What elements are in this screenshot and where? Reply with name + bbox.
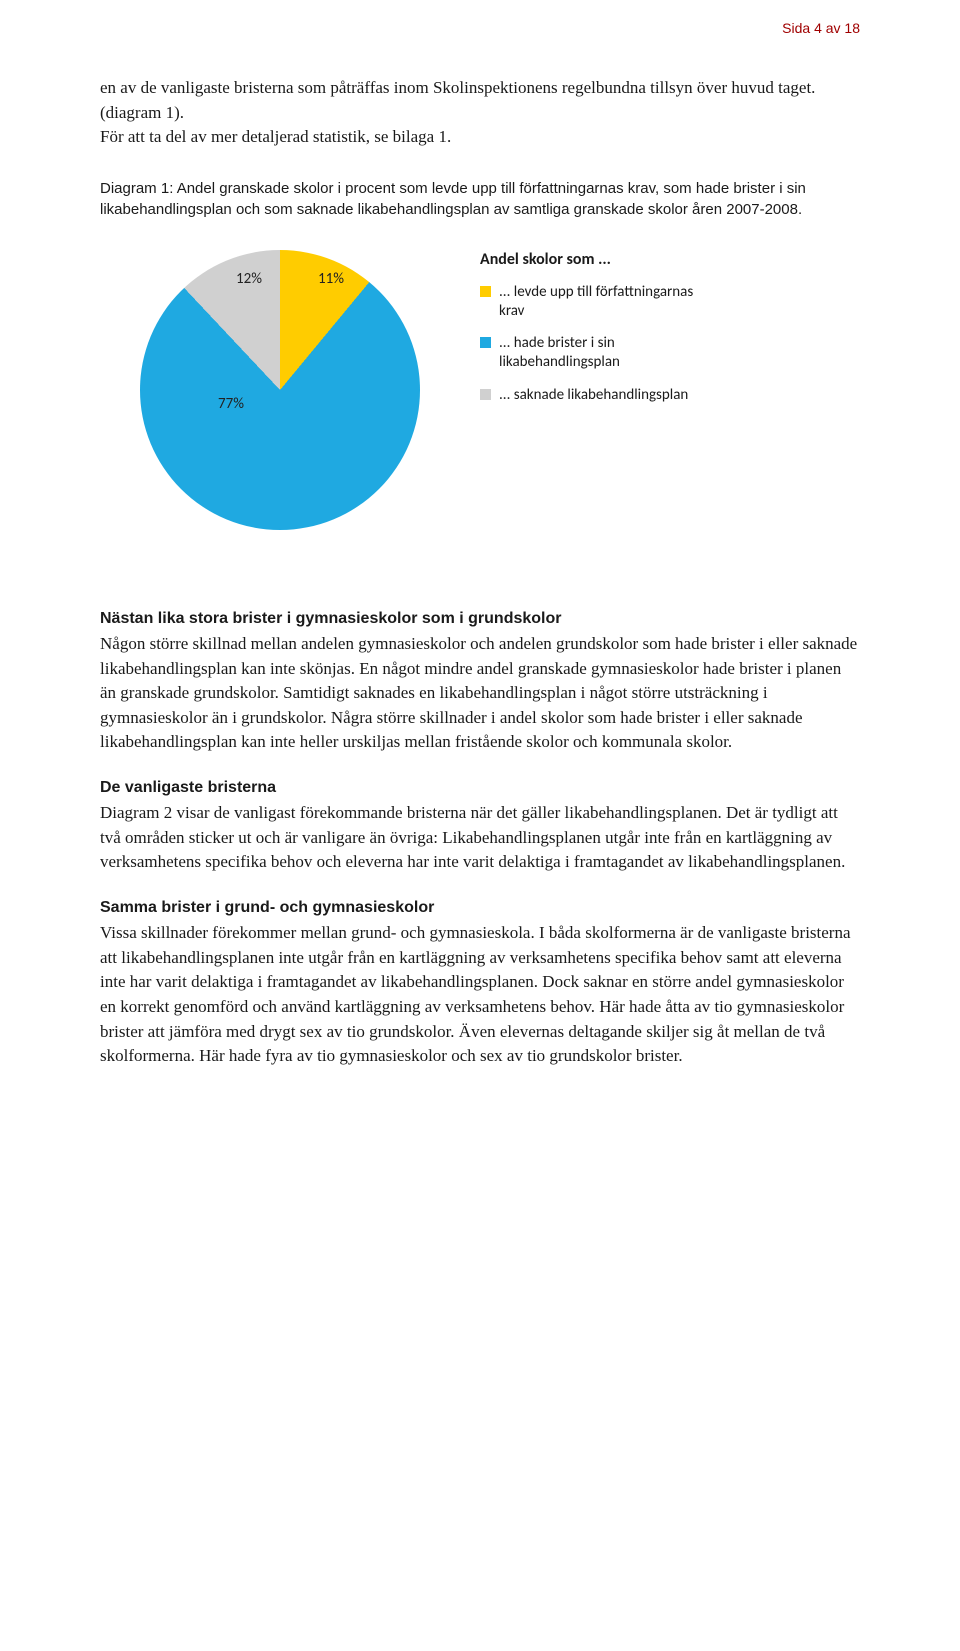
pie-chart: 11% 77% 12%	[140, 250, 420, 530]
legend-label: ... saknade likabehandlingsplan	[499, 386, 688, 405]
section-heading: De vanligaste bristerna	[100, 779, 860, 797]
legend-item: ... saknade likabehandlingsplan	[480, 386, 700, 405]
page-number: Sida 4 av 18	[100, 20, 860, 36]
pie-slice-label: 12%	[236, 270, 262, 288]
section-heading: Samma brister i grund- och gymnasieskolo…	[100, 899, 860, 917]
section-heading: Nästan lika stora brister i gymnasieskol…	[100, 610, 860, 628]
section: Samma brister i grund- och gymnasieskolo…	[100, 899, 860, 1069]
section: De vanligaste bristerna Diagram 2 visar …	[100, 779, 860, 875]
pie-graphic	[140, 250, 420, 530]
figure-caption: Diagram 1: Andel granskade skolor i proc…	[100, 178, 860, 220]
section-body: Någon större skillnad mellan andelen gym…	[100, 632, 860, 755]
pie-chart-block: 11% 77% 12% Andel skolor som ... ... lev…	[100, 250, 860, 530]
chart-legend: Andel skolor som ... ... levde upp till …	[480, 250, 700, 419]
section-body: Diagram 2 visar de vanligast förekommand…	[100, 801, 860, 875]
section: Nästan lika stora brister i gymnasieskol…	[100, 610, 860, 755]
legend-item: ... hade brister i sin likabehandlingspl…	[480, 334, 700, 372]
legend-title: Andel skolor som ...	[480, 250, 700, 269]
legend-swatch	[480, 337, 491, 348]
pie-slice-label: 11%	[318, 270, 344, 288]
pie-slice-label: 77%	[218, 395, 244, 413]
document-page: Sida 4 av 18 en av de vanligaste brister…	[0, 0, 960, 1153]
intro-paragraph: en av de vanligaste bristerna som påträf…	[100, 76, 860, 150]
legend-label: ... hade brister i sin likabehandlingspl…	[499, 334, 700, 372]
legend-item: ... levde upp till författningarnas krav	[480, 283, 700, 321]
section-body: Vissa skillnader förekommer mellan grund…	[100, 921, 860, 1069]
intro-line-2: För att ta del av mer detaljerad statist…	[100, 127, 451, 146]
legend-label: ... levde upp till författningarnas krav	[499, 283, 700, 321]
legend-swatch	[480, 286, 491, 297]
intro-line-1: en av de vanligaste bristerna som påträf…	[100, 78, 815, 122]
legend-swatch	[480, 389, 491, 400]
